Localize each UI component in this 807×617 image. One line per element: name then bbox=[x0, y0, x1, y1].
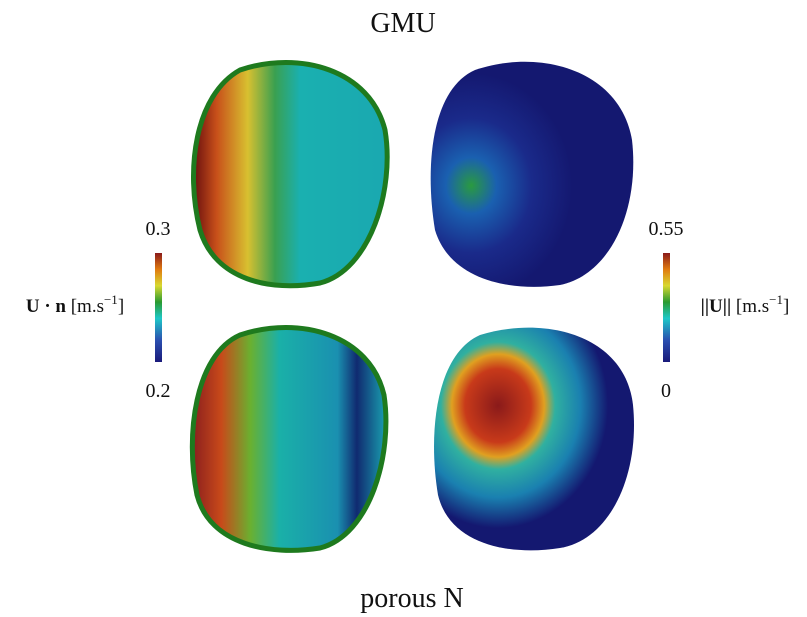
blob-mag-porous bbox=[434, 327, 635, 551]
bottom-title: porous N bbox=[360, 583, 463, 614]
colorbar bbox=[155, 253, 162, 362]
blob-un-porous bbox=[189, 325, 389, 553]
colorbar-max: 0.3 bbox=[146, 218, 171, 240]
colorbar-min: 0.2 bbox=[146, 380, 171, 402]
colorbar bbox=[663, 253, 670, 362]
label-unit: [m.s bbox=[736, 296, 769, 317]
label-exponent: −1 bbox=[769, 292, 783, 307]
colorbar-min: 0 bbox=[661, 380, 671, 402]
label-symbol: U · n bbox=[26, 296, 67, 317]
label-exponent: −1 bbox=[104, 292, 118, 307]
blob-mag-gmu bbox=[430, 61, 634, 287]
label-symbol: ||U|| bbox=[701, 296, 731, 317]
label-close: ] bbox=[118, 296, 124, 317]
blob-un-gmu bbox=[190, 60, 390, 289]
top-title: GMU bbox=[370, 8, 435, 39]
colorbar-label: U · n [m.s−1] bbox=[26, 292, 124, 317]
colorbar-max: 0.55 bbox=[649, 218, 684, 240]
colorbar-label: ||U|| [m.s−1] bbox=[701, 292, 790, 317]
label-close: ] bbox=[783, 296, 789, 317]
label-unit: [m.s bbox=[71, 296, 104, 317]
